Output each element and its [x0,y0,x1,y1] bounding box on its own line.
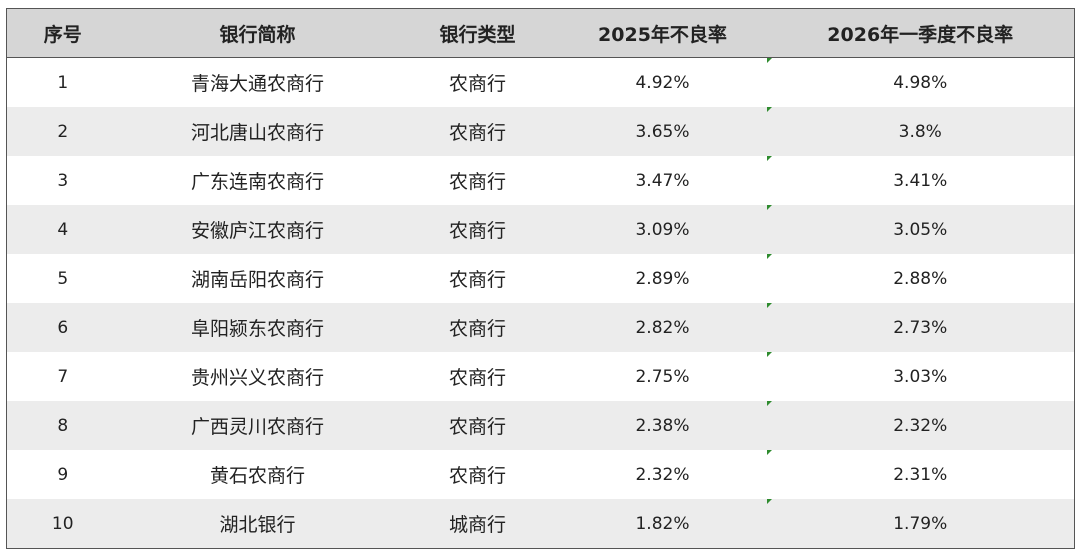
header-row: 序号 银行简称 银行类型 2025年不良率 2026年一季度不良率 [6,8,1075,58]
table-cell: 2.31% [766,450,1075,499]
table-row: 2 河北唐山农商行 农商行 3.65% 3.8% [6,107,1075,156]
table-cell: 3.65% [558,107,767,156]
table-cell: 广东连南农商行 [190,171,324,193]
table-cell: 农商行 [396,401,559,450]
table-cell: 2.82% [558,303,767,352]
table-row: 10 湖北银行 城商行 1.82% 1.79% [6,499,1075,549]
table-cell: 农商行 [448,367,506,389]
table-cell: 广西灵川农商行 [118,401,397,450]
table-cell: 8 [6,401,119,450]
table-cell: 城商行 [396,499,559,549]
table-cell: 2.38% [558,401,767,450]
table-row: 7 贵州兴义农商行 农商行 2.75% 3.03% [7,352,1075,401]
table-cell: 4 [6,205,119,254]
table-cell: 3.09% [558,205,767,254]
table-cell: 1.82% [558,499,767,549]
table-cell: 青海大通农商行 [190,73,324,95]
table-cell: 4.92% [635,72,690,93]
table-cell: 农商行 [396,205,559,254]
table-cell: 10 [6,499,119,549]
table-row: 3 广东连南农商行 农商行 3.47% 3.41% [7,156,1075,205]
table-row: 9 黄石农商行 农商行 2.32% 2.31% [7,450,1075,499]
table-cell: 安徽庐江农商行 [118,205,397,254]
table-cell: 2.89% [635,268,690,289]
header-cell: 银行简称 [118,8,397,58]
table-cell: 湖南岳阳农商行 [190,269,324,291]
table-cell: 2.32% [635,464,690,485]
table-cell: 3.41% [766,156,1075,205]
header-cell: 银行类型 [396,8,559,58]
table-cell: 2.75% [635,366,690,387]
table-row: 8 广西灵川农商行 农商行 2.38% 2.32% [6,401,1075,450]
table-cell: 农商行 [448,269,506,291]
table-cell: 1.79% [766,499,1075,549]
table-row: 6 阜阳颍东农商行 农商行 2.82% 2.73% [6,303,1075,352]
table-cell: 3.05% [766,205,1075,254]
table-row: 1 青海大通农商行 农商行 4.92% 4.98% [7,57,1075,108]
table-cell: 3.8% [766,107,1075,156]
table-cell: 贵州兴义农商行 [190,367,324,389]
table-row: 5 湖南岳阳农商行 农商行 2.89% 2.88% [7,254,1075,303]
table-cell: 农商行 [448,465,506,487]
table-cell: 农商行 [448,171,506,193]
table-cell: 2.88% [766,254,1075,303]
table-body: 1 青海大通农商行 农商行 4.92% 4.98% 2 河北唐山农商行 农商行 3.65% 3.8… [6,57,1075,549]
table-cell: 河北唐山农商行 [118,107,397,156]
table-row: 4 安徽庐江农商行 农商行 3.09% 3.05% [6,205,1075,254]
bank-npl-table: 序号 银行简称 银行类型 2025年不良率 2026年一季度不良率 1 青海大通农商行 农商… [6,8,1075,549]
table-cell: 农商行 [448,73,506,95]
table-cell: 农商行 [396,107,559,156]
header-cell: 2026年一季度不良率 [766,8,1075,58]
header-cell: 2025年不良率 [558,8,767,58]
table-cell: 6 [6,303,119,352]
table-cell: 2.32% [766,401,1075,450]
table-cell: 5 [57,268,69,289]
table-cell: 1 [57,72,69,93]
table-cell: 2 [6,107,119,156]
header-cell: 序号 [6,8,119,58]
table-cell: 3.47% [635,170,690,191]
table-cell: 农商行 [396,303,559,352]
table-cell: 4.98% [766,57,1075,108]
table-cell: 7 [57,366,69,387]
table-cell: 湖北银行 [118,499,397,549]
table-cell: 3 [57,170,69,191]
table-cell: 2.73% [766,303,1075,352]
table-cell: 阜阳颍东农商行 [118,303,397,352]
table-cell: 黄石农商行 [209,465,305,487]
table-cell: 3.03% [766,352,1075,401]
table-cell: 9 [57,464,69,485]
